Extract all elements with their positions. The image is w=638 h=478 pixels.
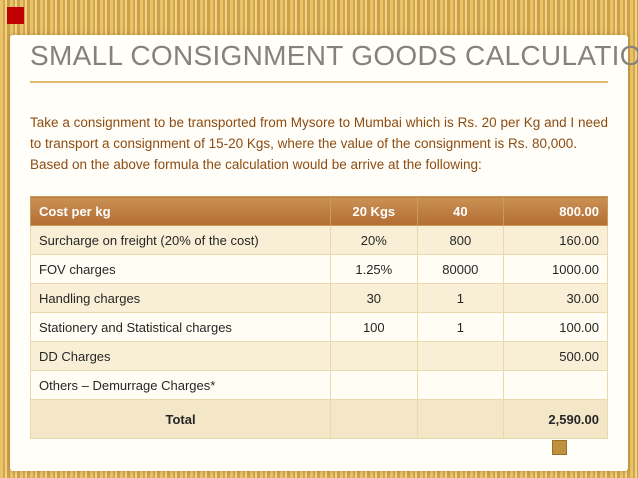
- table-cell-label: FOV charges: [29, 254, 332, 284]
- table-row-dd-charges: DD Charges 500.00: [29, 341, 608, 371]
- table-cell-value2: 800: [416, 225, 505, 255]
- header-cell-40: 40: [416, 196, 505, 226]
- table-cell-total-label: Total: [29, 399, 332, 439]
- body-paragraph-formula: Based on the above formula the calculati…: [30, 157, 482, 172]
- table-row-total: Total 2,590.00: [29, 399, 608, 439]
- table-cell-value1: 30: [330, 283, 418, 313]
- table-cell-amount: 1000.00: [503, 254, 608, 284]
- calculation-table: Cost per kg 20 Kgs 40 800.00 Surcharge o…: [29, 196, 608, 439]
- table-cell-label: Surcharge on freight (20% of the cost): [29, 225, 332, 255]
- table-cell-amount: 30.00: [503, 283, 608, 313]
- table-cell-label: DD Charges: [29, 341, 332, 371]
- table-row-handling: Handling charges 30 1 30.00: [29, 283, 608, 313]
- table-cell-amount: 500.00: [503, 341, 608, 371]
- table-cell-amount: 160.00: [503, 225, 608, 255]
- table-cell-amount: [503, 370, 608, 400]
- table-cell-value1: [330, 341, 418, 371]
- table-cell-value2: 1: [416, 283, 505, 313]
- table-row-others-demurrage: Others – Demurrage Charges*: [29, 370, 608, 400]
- slide-title: SMALL CONSIGNMENT GOODS CALCULATION: [30, 40, 638, 83]
- table-cell-value2: [416, 341, 505, 371]
- table-header-row: Cost per kg 20 Kgs 40 800.00: [29, 196, 608, 226]
- header-cell-800: 800.00: [503, 196, 608, 226]
- table-cell-amount: 100.00: [503, 312, 608, 342]
- table-row-fov: FOV charges 1.25% 80000 1000.00: [29, 254, 608, 284]
- body-paragraph-consignment: Take a consignment to be transported fro…: [30, 115, 608, 151]
- table-cell-value2: 80000: [416, 254, 505, 284]
- table-cell-value1: 100: [330, 312, 418, 342]
- table-cell-label: Stationery and Statistical charges: [29, 312, 332, 342]
- table-cell-total-amount: 2,590.00: [503, 399, 608, 439]
- red-accent-square: [7, 7, 24, 24]
- table-cell-value1: [330, 370, 418, 400]
- table-cell-value2: 1: [416, 312, 505, 342]
- gold-accent-square: [552, 440, 567, 455]
- table-row-stationery: Stationery and Statistical charges 100 1…: [29, 312, 608, 342]
- table-cell-value2: [416, 399, 505, 439]
- table-cell-value1: [330, 399, 418, 439]
- table-cell-value2: [416, 370, 505, 400]
- table-cell-value1: 1.25%: [330, 254, 418, 284]
- table-cell-value1: 20%: [330, 225, 418, 255]
- header-cell-20kgs: 20 Kgs: [330, 196, 418, 226]
- table-row-surcharge: Surcharge on freight (20% of the cost) 2…: [29, 225, 608, 255]
- body-text-block: Take a consignment to be transported fro…: [30, 112, 608, 175]
- header-cell-cost-per-kg: Cost per kg: [29, 196, 332, 226]
- table-cell-label: Handling charges: [29, 283, 332, 313]
- table-cell-label: Others – Demurrage Charges*: [29, 370, 332, 400]
